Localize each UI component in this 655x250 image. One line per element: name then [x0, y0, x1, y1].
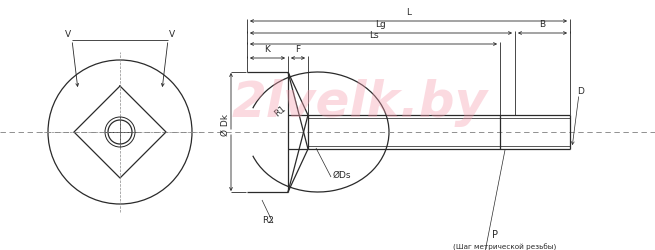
Text: F: F [295, 45, 301, 54]
Text: (Шаг метрической резьбы): (Шаг метрической резьбы) [453, 242, 557, 250]
Text: ØDs: ØDs [333, 170, 352, 179]
Text: Ø Dk: Ø Dk [221, 114, 229, 136]
Text: 2lvelk.by: 2lvelk.by [232, 79, 488, 126]
Text: Ls: Ls [369, 31, 379, 40]
Text: Lg: Lg [375, 20, 386, 29]
Text: L: L [406, 8, 411, 17]
Text: P: P [492, 229, 498, 239]
Text: R2: R2 [262, 216, 274, 224]
Text: R1: R1 [272, 103, 288, 118]
Text: V: V [65, 30, 71, 39]
Text: D: D [577, 86, 584, 95]
Text: K: K [265, 45, 271, 54]
Text: B: B [540, 20, 546, 29]
Text: V: V [169, 30, 175, 39]
